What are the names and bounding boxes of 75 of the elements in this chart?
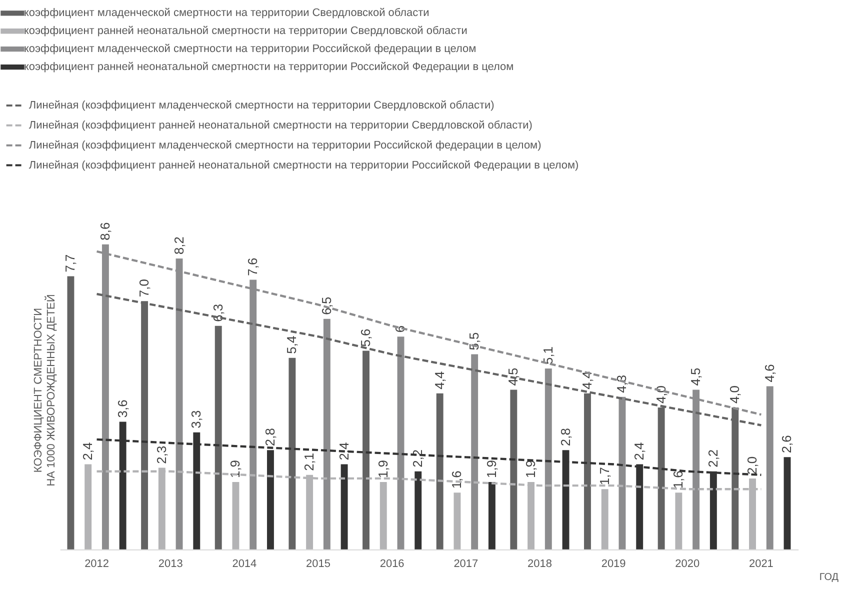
data-label: 7,7 <box>62 254 78 272</box>
x-tick-label: 2016 <box>380 558 404 570</box>
bar <box>675 492 682 550</box>
bar <box>323 318 330 550</box>
bar <box>397 336 404 550</box>
data-label: 3,6 <box>114 400 130 418</box>
data-label: 2,2 <box>705 449 720 468</box>
x-tick-label: 2021 <box>748 558 774 570</box>
data-label: 4,0 <box>727 386 742 404</box>
x-tick-label: 2012 <box>84 558 109 570</box>
bar <box>340 464 348 550</box>
bar <box>67 276 74 550</box>
legend-label: Линейная (коэффициент ранней неонатальной смертности на территории Российской Федерации в целом) <box>28 159 579 172</box>
data-label: 2,3 <box>154 446 169 464</box>
data-label: 4,3 <box>614 374 630 393</box>
bar <box>471 354 478 550</box>
data-label: 6,5 <box>318 296 334 315</box>
bar <box>601 489 608 550</box>
legend-label: Линейная (коэффициент младенческой смертности на территории Российской федерации в целом) <box>28 139 542 152</box>
data-label: 5,6 <box>358 328 374 347</box>
bar <box>436 393 444 550</box>
x-tick-label: 2014 <box>232 558 257 570</box>
data-label: 2,1 <box>302 452 317 471</box>
data-label: 1,6 <box>670 470 686 489</box>
data-label: 5,5 <box>466 332 482 350</box>
x-tick-label: 2019 <box>601 558 626 570</box>
bar <box>214 326 222 550</box>
data-label: 7,0 <box>136 279 152 298</box>
legend-label: коэффициент младенческой смертности на территории Российской федерации в целом <box>24 43 476 56</box>
bar <box>510 390 518 550</box>
bar <box>784 457 791 550</box>
data-label: 2,4 <box>336 442 352 460</box>
bar <box>454 492 461 550</box>
data-label: 8,2 <box>171 236 186 255</box>
bar <box>488 482 496 550</box>
legend-label: коэффициент ранней неонатальной смертности на территории Свердловской области <box>24 25 468 38</box>
data-label: 1,9 <box>375 460 390 478</box>
legend-label: Линейная (коэффициент ранней неонатальной смертности на территории Свердловской области) <box>28 119 532 132</box>
x-tick-label: 2013 <box>158 558 183 570</box>
data-label: 2,8 <box>558 428 573 446</box>
y-axis-title: КОЭФФИЦИЕНТ СМЕРТНОСТИ НА 1000 ЖИВОРОЖДЕННЫХ ДЕТЕЙ <box>32 294 58 486</box>
bar <box>380 482 387 550</box>
data-label: 4,5 <box>506 368 521 386</box>
data-label: 7,6 <box>245 258 260 276</box>
data-label: 2,6 <box>779 435 794 454</box>
x-tick-label: 2017 <box>454 558 478 570</box>
bar <box>618 396 626 550</box>
data-label: 1,9 <box>523 460 538 478</box>
data-label: 2,4 <box>632 442 647 460</box>
data-label: 2,4 <box>80 442 96 460</box>
bar <box>232 482 240 550</box>
x-tick-label: 2015 <box>306 558 330 570</box>
legend-label: коэффициент младенческой смертности на территории Свердловской области <box>24 7 430 20</box>
bar <box>766 386 774 550</box>
data-label: 5,4 <box>284 336 300 354</box>
x-tick-label: 2018 <box>528 558 552 570</box>
data-label: 4,6 <box>762 364 777 382</box>
x-tick-label: 2020 <box>675 558 700 570</box>
legend-label: Линейная (коэффициент младенческой смертности на территории Свердловской области) <box>28 99 494 112</box>
data-label: 4,4 <box>432 371 447 390</box>
bar <box>414 471 422 550</box>
data-label: 1,6 <box>449 470 464 489</box>
data-label: 4,5 <box>688 368 704 386</box>
data-label: 1,7 <box>596 467 612 486</box>
x-axis-title: ГОД <box>819 572 839 583</box>
legend-label: коэффициент ранней неонатальной смертности на территории Российской Федерации в целом <box>24 61 514 74</box>
bar <box>362 350 370 550</box>
bar <box>84 464 92 550</box>
bar <box>288 358 296 550</box>
data-label: 2,0 <box>744 456 760 474</box>
data-label: 2,8 <box>262 428 278 446</box>
bar <box>544 368 552 550</box>
data-label: 8,6 <box>97 222 112 240</box>
data-label: 1,9 <box>484 460 499 478</box>
data-label: 3,3 <box>188 410 204 428</box>
